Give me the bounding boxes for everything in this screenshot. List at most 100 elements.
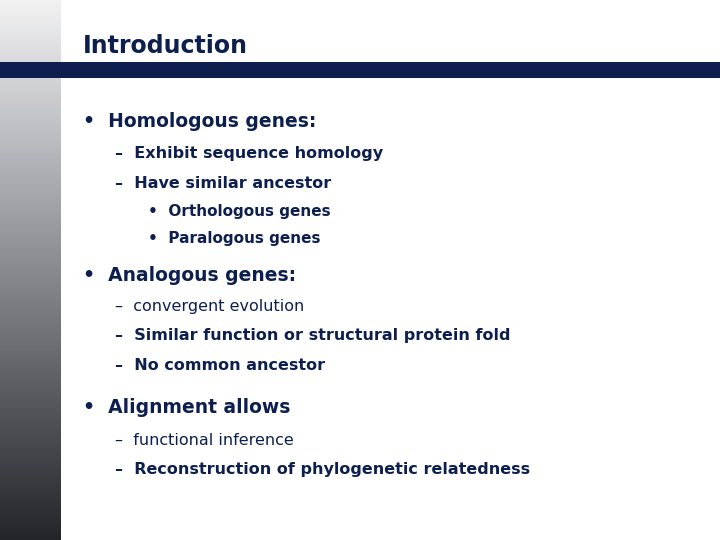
Bar	[0, 3, 61, 5]
Bar	[0, 186, 61, 189]
Bar	[0, 497, 61, 500]
Bar	[0, 400, 61, 402]
Bar	[0, 221, 61, 224]
Text: –  Similar function or structural protein fold: – Similar function or structural protein…	[115, 328, 510, 343]
Text: –  functional inference: – functional inference	[115, 433, 294, 448]
Bar	[0, 27, 61, 30]
Bar	[0, 248, 61, 251]
Bar	[0, 373, 61, 375]
Bar	[0, 381, 61, 383]
Bar	[0, 351, 61, 354]
Bar	[0, 454, 61, 456]
Bar	[0, 124, 61, 127]
Bar	[0, 383, 61, 386]
Bar	[0, 435, 61, 437]
Bar	[0, 362, 61, 364]
Bar	[0, 526, 61, 529]
Bar	[0, 313, 61, 316]
Bar	[0, 386, 61, 389]
Bar	[0, 194, 61, 197]
Bar	[0, 292, 61, 294]
Bar	[0, 429, 61, 432]
Bar	[0, 86, 61, 89]
Bar	[0, 502, 61, 505]
Bar	[0, 251, 61, 254]
Bar	[0, 278, 61, 281]
Bar	[0, 130, 61, 132]
Bar	[0, 62, 720, 78]
Bar	[0, 440, 61, 443]
Bar	[0, 338, 61, 340]
Bar	[0, 300, 61, 302]
Bar	[0, 135, 61, 138]
Bar	[0, 416, 61, 418]
Text: Introduction: Introduction	[83, 34, 248, 58]
Bar	[0, 356, 61, 359]
Bar	[0, 5, 61, 8]
Bar	[0, 273, 61, 275]
Bar	[0, 364, 61, 367]
Bar	[0, 146, 61, 148]
Text: •  Paralogous genes: • Paralogous genes	[148, 231, 320, 246]
Bar	[0, 208, 61, 211]
Bar	[0, 505, 61, 508]
Bar	[0, 532, 61, 535]
Bar	[0, 267, 61, 270]
Bar	[0, 127, 61, 130]
Bar	[0, 51, 61, 54]
Bar	[0, 111, 61, 113]
Bar	[0, 157, 61, 159]
Bar	[0, 389, 61, 392]
Bar	[0, 281, 61, 284]
Bar	[0, 68, 61, 70]
Bar	[0, 340, 61, 343]
Bar	[0, 418, 61, 421]
Bar	[0, 148, 61, 151]
Bar	[0, 375, 61, 378]
Bar	[0, 259, 61, 262]
Bar	[0, 30, 61, 32]
Bar	[0, 254, 61, 256]
Bar	[0, 119, 61, 122]
Text: •  Analogous genes:: • Analogous genes:	[83, 266, 296, 285]
Bar	[0, 327, 61, 329]
Text: –  No common ancestor: – No common ancestor	[115, 357, 325, 373]
Bar	[0, 408, 61, 410]
Bar	[0, 324, 61, 327]
Bar	[0, 343, 61, 346]
Bar	[0, 256, 61, 259]
Bar	[0, 162, 61, 165]
Bar	[0, 397, 61, 400]
Bar	[0, 270, 61, 273]
Bar	[0, 78, 61, 81]
Bar	[0, 73, 61, 76]
Bar	[0, 305, 61, 308]
Bar	[0, 65, 61, 68]
Bar	[0, 294, 61, 297]
Bar	[0, 197, 61, 200]
Bar	[0, 97, 61, 100]
Bar	[0, 437, 61, 440]
Bar	[0, 38, 61, 40]
Bar	[0, 486, 61, 489]
Bar	[0, 289, 61, 292]
Bar	[0, 227, 61, 229]
Bar	[0, 19, 61, 22]
Bar	[0, 70, 61, 73]
Bar	[0, 22, 61, 24]
Bar	[0, 302, 61, 305]
Bar	[0, 219, 61, 221]
Bar	[0, 205, 61, 208]
Bar	[0, 394, 61, 397]
Bar	[0, 319, 61, 321]
Bar	[0, 348, 61, 351]
Bar	[0, 35, 61, 38]
Bar	[0, 184, 61, 186]
Bar	[0, 448, 61, 451]
Bar	[0, 81, 61, 84]
Bar	[0, 500, 61, 502]
Bar	[0, 54, 61, 57]
Bar	[0, 470, 61, 472]
Bar	[0, 94, 61, 97]
Bar	[0, 189, 61, 192]
